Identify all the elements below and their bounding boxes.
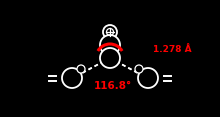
Circle shape bbox=[100, 48, 120, 68]
Circle shape bbox=[135, 65, 143, 73]
Text: 116.8°: 116.8° bbox=[94, 81, 132, 91]
Text: 1.278 Å: 1.278 Å bbox=[153, 46, 192, 55]
Circle shape bbox=[77, 65, 85, 73]
Circle shape bbox=[103, 25, 117, 39]
Circle shape bbox=[62, 68, 82, 88]
Circle shape bbox=[100, 35, 120, 55]
Circle shape bbox=[138, 68, 158, 88]
